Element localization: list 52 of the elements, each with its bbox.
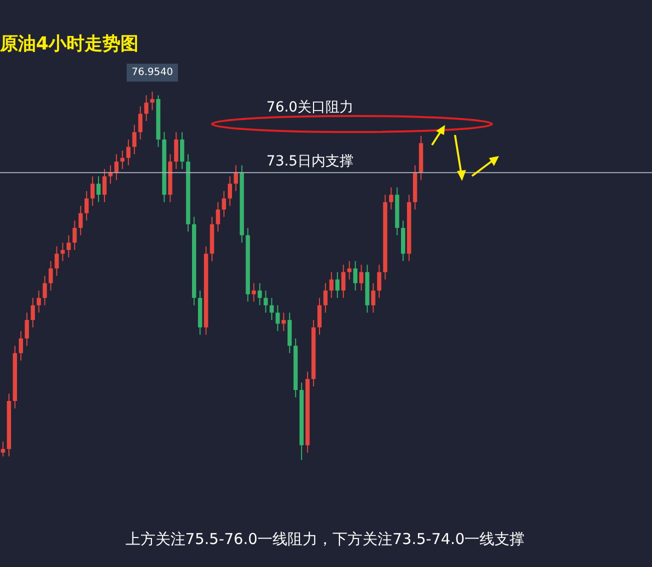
candlestick [138,106,142,140]
candlestick [276,304,280,332]
candlestick [78,205,83,236]
candlestick [120,150,125,170]
candlestick [222,190,226,218]
candlestick [90,176,95,206]
candlestick [144,94,148,122]
candlestick [30,297,35,328]
candlestick [24,312,29,346]
candlestick [0,441,6,457]
candlestick [264,290,268,314]
candlestick [323,282,328,314]
candlestick [174,132,178,170]
candlestick [389,186,394,210]
annotation: 76.0关口阻力 [266,100,354,116]
candlestick [150,91,154,111]
candlestick [282,312,286,332]
text: 上方关注75.5-76.0一线阻力，下方关注73.5-74.0一线支撑 [125,530,525,548]
candlestick [228,176,232,206]
candlestick [329,272,334,298]
candlestick [48,260,53,292]
candlestick [60,242,65,262]
candlestick [18,330,23,362]
candlestick [36,290,41,314]
candlestick [132,124,136,155]
candlestick [353,260,358,292]
candlestick [54,246,59,276]
candlestick [252,282,256,302]
candlestick [72,220,77,251]
candlestick [359,264,364,292]
annotation: 76.9540 [132,67,173,78]
candlestick [42,275,47,306]
candlestick [317,297,322,336]
candlestick [234,164,238,192]
candlestick [377,264,382,298]
candlestick [114,154,119,181]
candlestick [180,132,184,170]
candlestick [96,176,101,203]
candlestick [371,282,376,314]
candlestick [66,234,71,258]
candlestick [270,297,274,321]
candlestick [102,168,107,203]
ref-line-label: 73.5日内支撑 [266,153,354,170]
chart-title: 原油4小时走势图 [0,33,139,54]
candlestick [347,260,352,280]
candlestick [216,202,220,232]
candlestick [126,138,130,166]
candlestick [335,272,340,298]
candlestick [108,164,113,184]
candlestick [258,282,262,306]
candlestick [84,190,89,222]
candlestick [341,264,346,298]
